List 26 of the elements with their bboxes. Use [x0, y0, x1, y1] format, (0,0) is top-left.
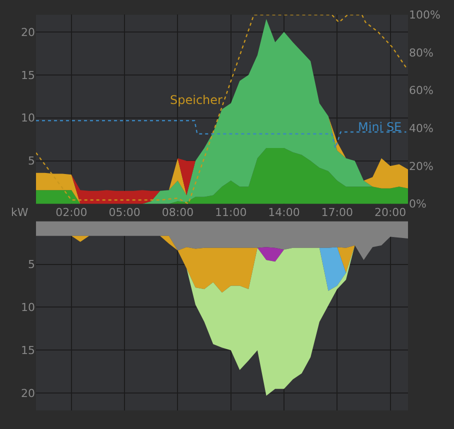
y-axis-title: kW [11, 206, 28, 219]
x-tick-label: 11:00 [215, 206, 247, 219]
x-tick-label: 05:00 [108, 206, 140, 219]
y-tick-label: 15 [21, 344, 35, 358]
y2-tick-label: 60% [409, 84, 434, 98]
y-tick-label: 10 [21, 112, 35, 125]
y-tick-label: 5 [28, 154, 35, 168]
series-label: Mini SE [358, 120, 402, 134]
y-tick-label: 10 [21, 301, 35, 314]
x-tick-label: 14:00 [268, 206, 300, 219]
x-tick-label: 17:00 [321, 206, 353, 219]
x-tick-label: 02:00 [56, 206, 88, 219]
y2-tick-label: 40% [409, 122, 434, 136]
line-series [36, 120, 407, 149]
y-tick-label: 5 [28, 258, 35, 272]
line-series [36, 14, 407, 204]
y2-tick-label: 100% [409, 8, 440, 22]
y-tick-label: 15 [21, 68, 35, 82]
y-tick-label: 20 [21, 26, 35, 39]
y2-tick-label: 20% [409, 160, 434, 173]
series-label: Speicher [170, 93, 223, 107]
y2-tick-label: 80% [409, 46, 434, 60]
y-tick-label: 20 [21, 387, 35, 400]
x-tick-label: 20:00 [374, 206, 406, 219]
x-tick-label: 08:00 [162, 206, 194, 219]
y2-tick-label: 0% [409, 198, 426, 211]
